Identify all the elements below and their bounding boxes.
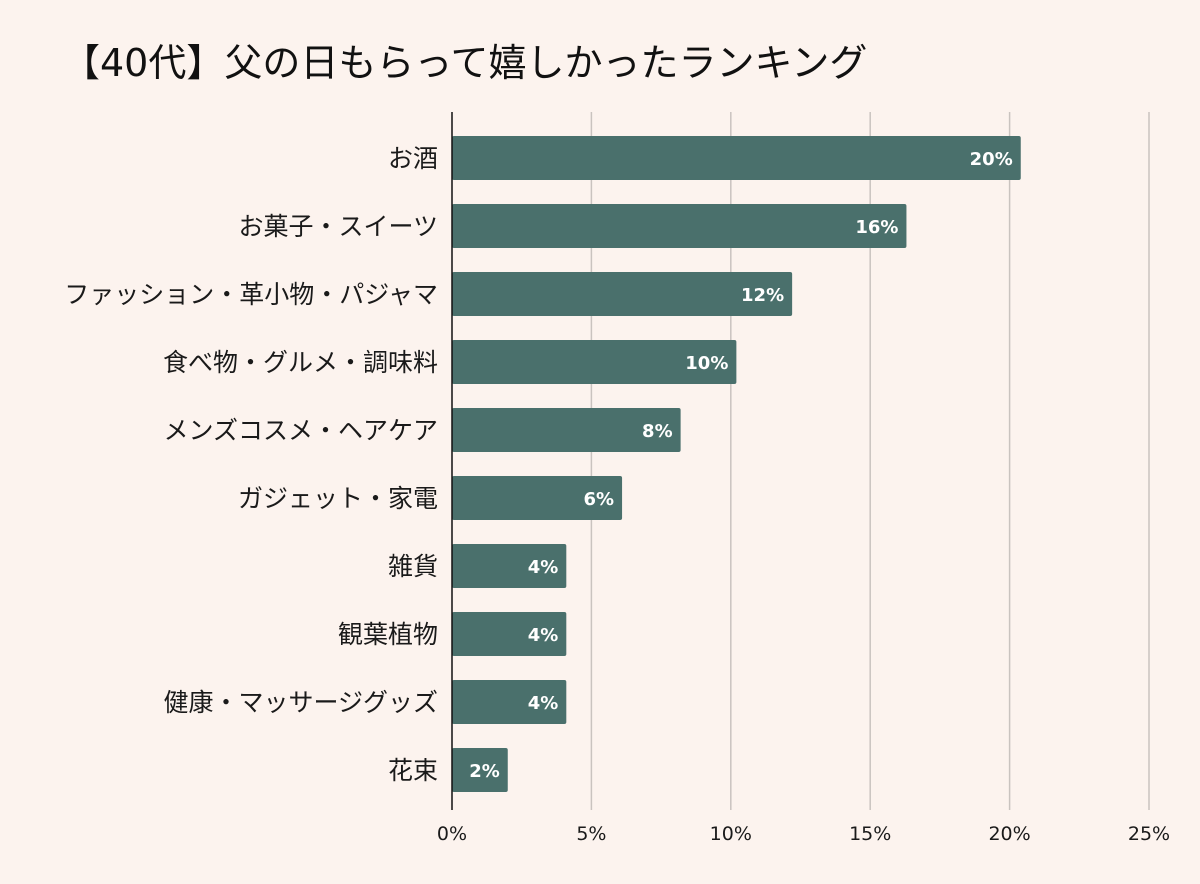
category-label: 観葉植物 [338,620,438,649]
bar-value-label: 10% [685,353,728,374]
category-label: 雑貨 [388,552,438,581]
x-tick-label: 10% [710,823,752,845]
bar-value-label: 8% [642,421,673,442]
category-label: お酒 [388,144,438,173]
category-label: 食べ物・グルメ・調味料 [163,348,438,377]
x-tick-label: 20% [988,823,1030,845]
category-labels: お酒お菓子・スイーツファッション・革小物・パジャマ食べ物・グルメ・調味料メンズコ… [64,144,438,785]
bar-value-label: 16% [855,217,898,238]
bars: 20% 16% 12% 10% 8% 6% 4% 4% 4% 2% [452,136,1021,792]
bar [452,544,567,588]
bar-value-label: 12% [741,285,784,306]
bar-value-label: 2% [469,761,500,782]
category-label: ガジェット・家電 [238,484,438,513]
category-label: 花束 [388,756,438,785]
bar [452,476,623,520]
bar [452,748,508,792]
chart-title: 【40代】父の日もらって嬉しかったランキング [62,41,867,85]
bar [452,204,907,248]
bar [452,680,567,724]
category-label: お菓子・スイーツ [238,212,438,241]
x-tick-label: 0% [437,823,467,845]
x-axis-ticks: 0% 5% 10% 15% 20% 25% [437,823,1170,845]
bar-value-label: 4% [528,693,559,714]
bar [452,408,681,452]
category-label: ファッション・革小物・パジャマ [64,280,438,309]
bar [452,340,737,384]
bar [452,612,567,656]
x-tick-label: 5% [576,823,606,845]
x-tick-label: 25% [1128,823,1170,845]
bar-value-label: 6% [584,489,615,510]
x-tick-label: 15% [849,823,891,845]
bar [452,136,1021,180]
bar-value-label: 4% [528,557,559,578]
bar [452,272,793,316]
category-label: 健康・マッサージグッズ [163,688,438,717]
category-label: メンズコスメ・ヘアケア [163,416,438,445]
bar-value-label: 4% [528,625,559,646]
bar-value-label: 20% [970,149,1013,170]
